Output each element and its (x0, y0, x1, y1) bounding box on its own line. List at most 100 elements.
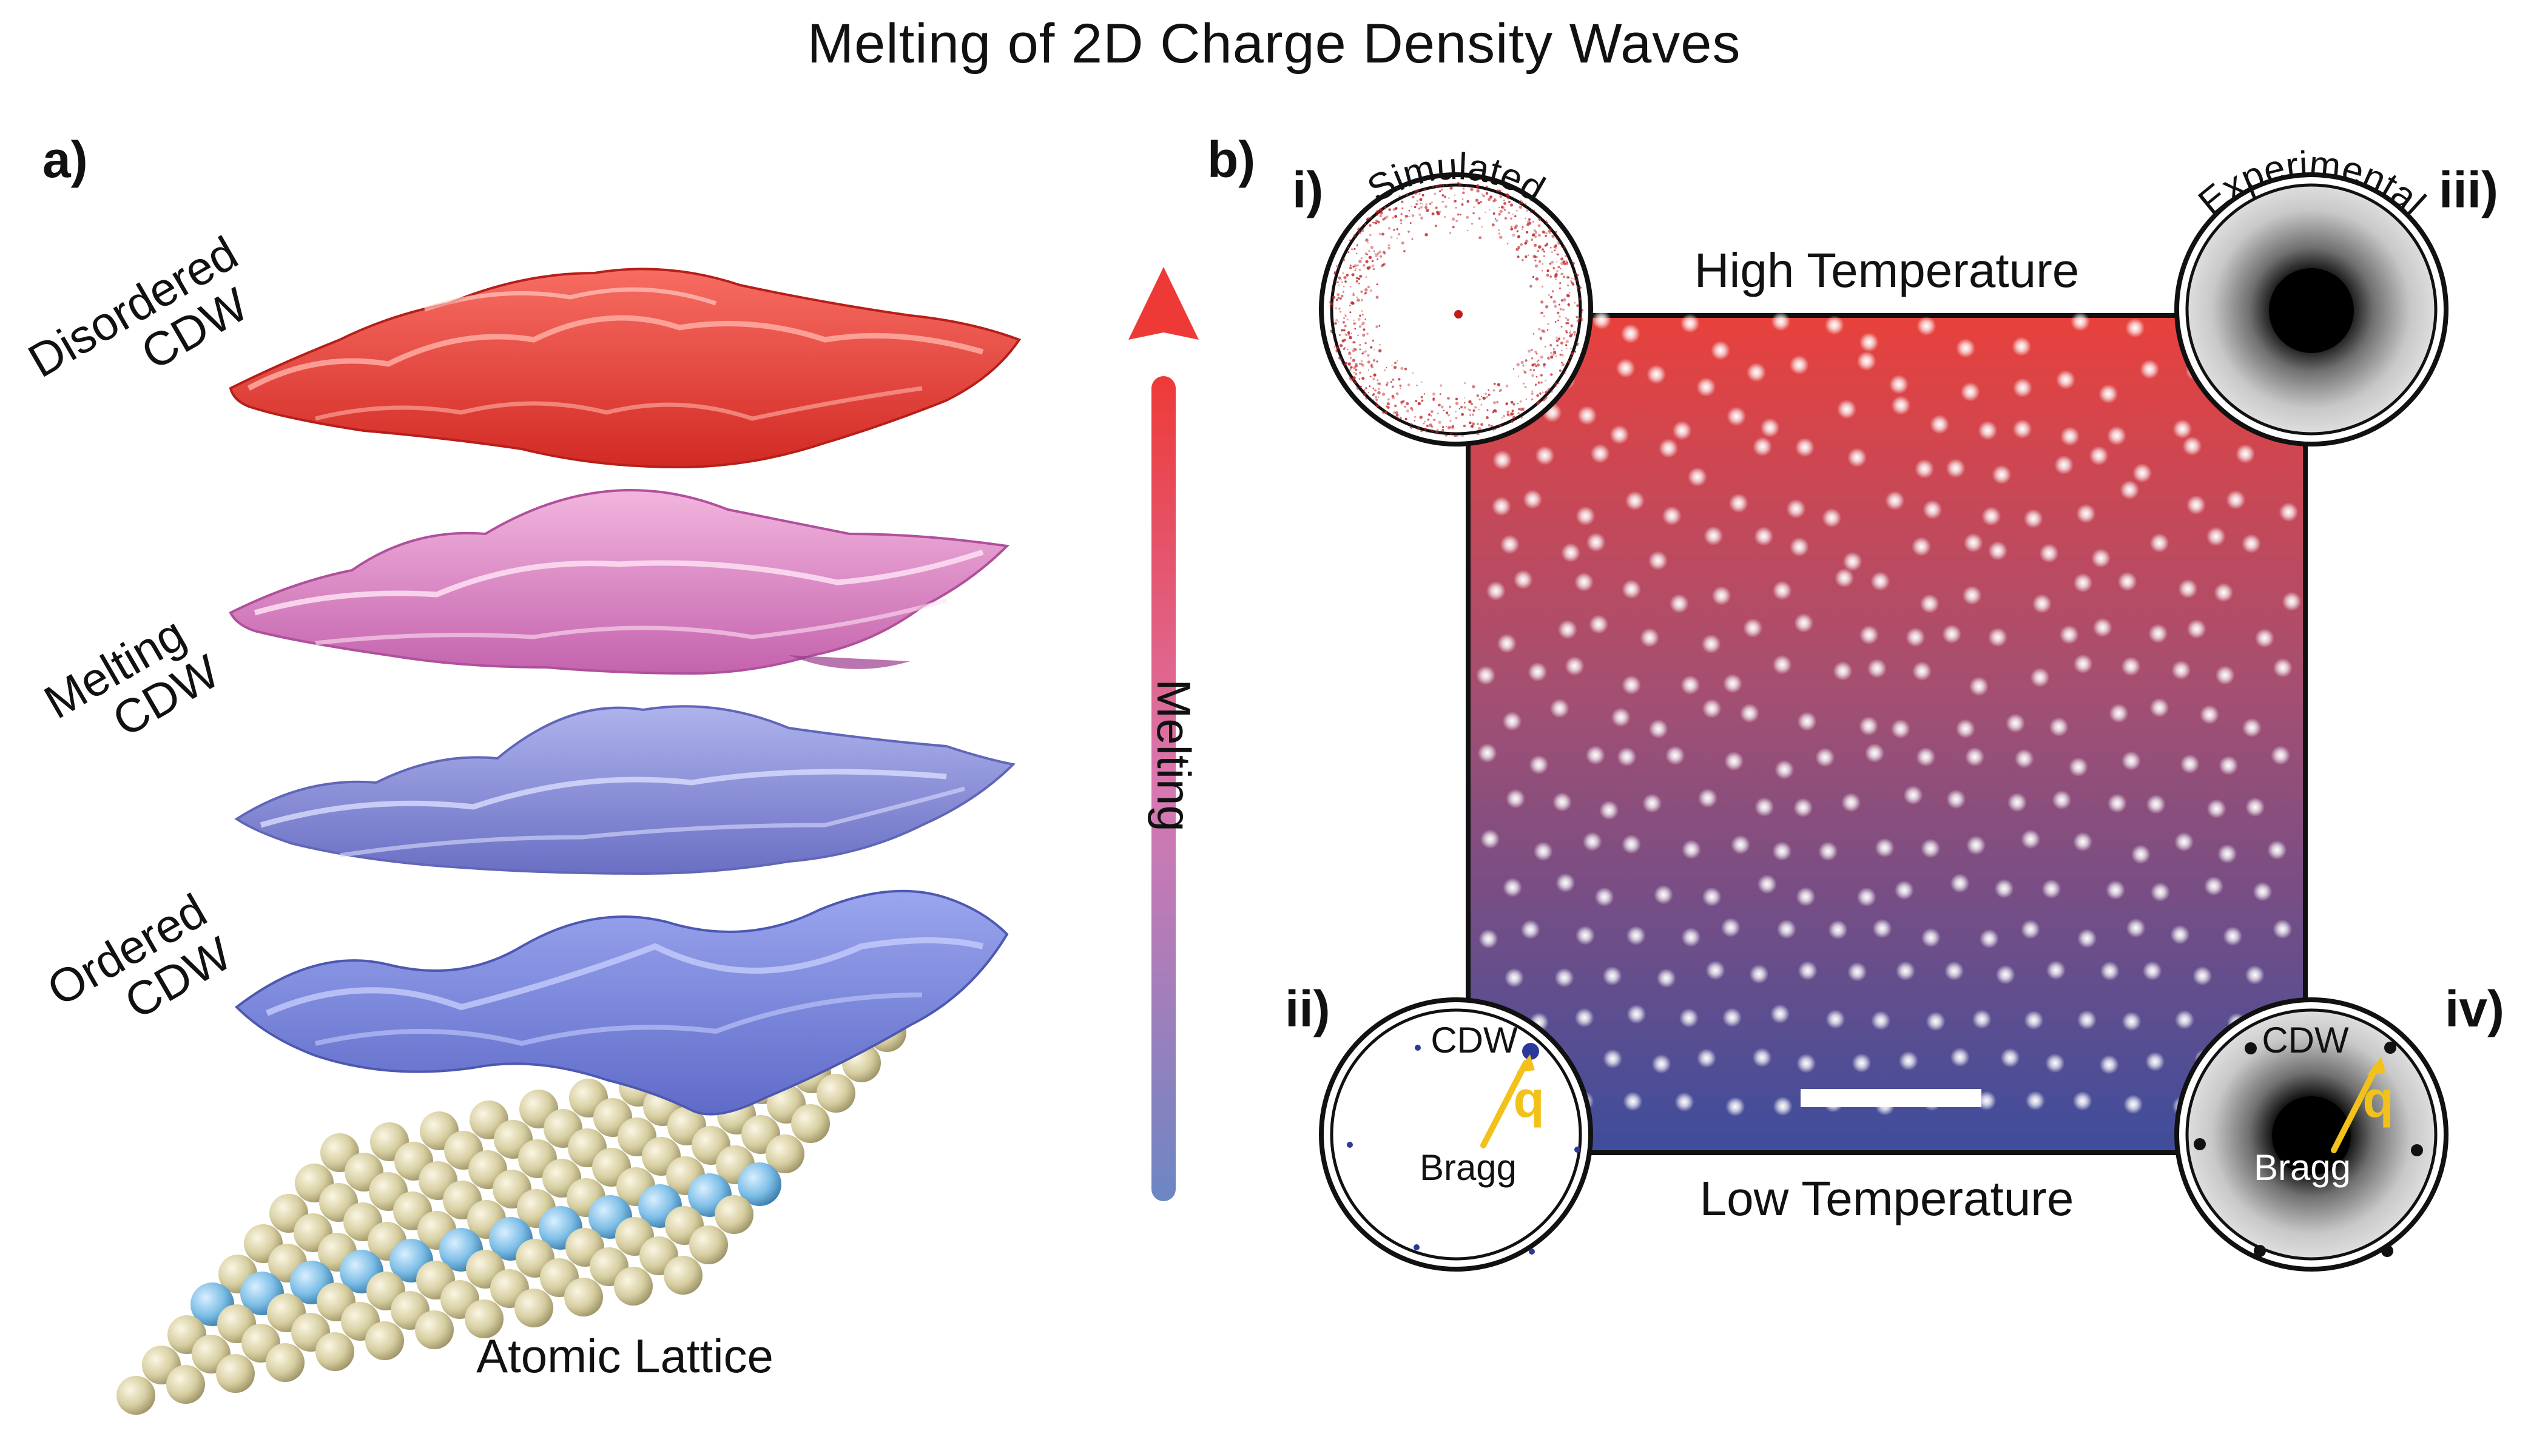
speckle (1567, 303, 1570, 306)
cdw-peak (2068, 757, 2088, 777)
speckle (1525, 398, 1528, 400)
speckle (1370, 346, 1373, 349)
cdw-peak (2089, 446, 2109, 466)
speckle (1376, 213, 1379, 216)
cdw-peak (1747, 362, 1766, 382)
speckle (1576, 319, 1580, 323)
speckle (1523, 369, 1525, 372)
speckle (1560, 257, 1564, 261)
cdw-peak (1944, 961, 1964, 981)
speckle (1508, 414, 1511, 417)
speckle (1531, 363, 1535, 367)
speckle (1401, 207, 1404, 209)
speckle (1540, 312, 1542, 314)
speckle (1551, 251, 1553, 254)
speckle (1398, 417, 1400, 419)
speckle (1338, 284, 1340, 286)
speckle (1485, 192, 1489, 195)
cdw-peak (1723, 673, 1742, 693)
cdw-peak (1749, 964, 1769, 984)
speckle (1531, 392, 1534, 395)
speckle (1343, 329, 1346, 332)
speckle (1565, 317, 1567, 319)
speckle (1418, 213, 1421, 216)
cdw-peak (1822, 508, 1842, 528)
speckle (1581, 311, 1583, 313)
speckle (1375, 402, 1378, 405)
speckle (1415, 203, 1418, 206)
speckle (1384, 411, 1387, 414)
speckle (1449, 420, 1452, 422)
speckle (1517, 235, 1520, 238)
speckle (1461, 198, 1464, 200)
speckle (1557, 253, 1560, 256)
cdw-peak (1620, 324, 1640, 343)
speckle (1401, 403, 1403, 405)
speckle (1538, 328, 1541, 331)
cdw-peak (2091, 548, 2111, 568)
cdw-peak (1739, 703, 1759, 723)
inset-ii-label: ii) (1285, 980, 1330, 1037)
speckle (1429, 202, 1432, 205)
cdw-peak (2242, 718, 2262, 738)
lattice-atom (766, 1134, 804, 1173)
speckle (1551, 234, 1555, 238)
cdw-peak (2178, 579, 2198, 599)
speckle (1419, 416, 1423, 419)
cdw-peak (2000, 1048, 2020, 1068)
speckle (1369, 234, 1372, 237)
speckle (1361, 363, 1363, 365)
speckle (1448, 197, 1450, 199)
speckle (1551, 260, 1554, 264)
speckle (1477, 201, 1480, 204)
speckle (1407, 383, 1410, 386)
speckle (1444, 434, 1448, 437)
speckle (1470, 187, 1474, 192)
cdw-peak (2245, 965, 2265, 985)
cdw-peak (2012, 378, 2032, 398)
speckle (1332, 306, 1334, 308)
speckle (1560, 246, 1562, 248)
cdw-peak (1681, 927, 1701, 947)
cdw-peak (1702, 699, 1722, 718)
speckle (1509, 203, 1514, 207)
speckle (1471, 422, 1475, 426)
speckle (1551, 290, 1554, 292)
speckle (1374, 253, 1376, 255)
speckle (1347, 348, 1349, 351)
speckle (1576, 304, 1579, 308)
speckle (1358, 378, 1361, 380)
speckle (1461, 203, 1464, 206)
speckle (1441, 194, 1444, 197)
lattice-atom (664, 1256, 703, 1295)
cdw-peak (2174, 1009, 2194, 1030)
speckle (1367, 241, 1369, 244)
cdw-peak (2217, 844, 2237, 864)
speckle (1414, 416, 1417, 418)
cdw-peak (1529, 755, 1549, 775)
speckle (1550, 295, 1553, 298)
cdw-label-experimental: CDW (2262, 1020, 2349, 1060)
speckle (1542, 248, 1544, 251)
speckle (1552, 300, 1556, 304)
cdw-peak (2099, 1054, 2119, 1074)
speckle (1367, 354, 1370, 357)
speckle (1480, 423, 1484, 426)
cdw-peak (1867, 658, 1887, 678)
cdw-peak (1930, 414, 1950, 434)
speckle (1370, 217, 1372, 219)
speckle (1384, 206, 1387, 209)
cdw-peak (2073, 573, 2093, 593)
speckle (1353, 371, 1355, 374)
speckle (1460, 406, 1463, 409)
speckle (1492, 410, 1495, 412)
speckle (1544, 232, 1546, 234)
cdw-peak (2072, 1091, 2092, 1111)
speckle (1359, 343, 1361, 346)
speckle (1386, 366, 1387, 369)
cdw-peak (1599, 800, 1619, 820)
speckle (1547, 357, 1551, 360)
cdw-peak (2023, 508, 2043, 528)
speckle (1559, 354, 1562, 356)
speckle (1330, 302, 1333, 306)
